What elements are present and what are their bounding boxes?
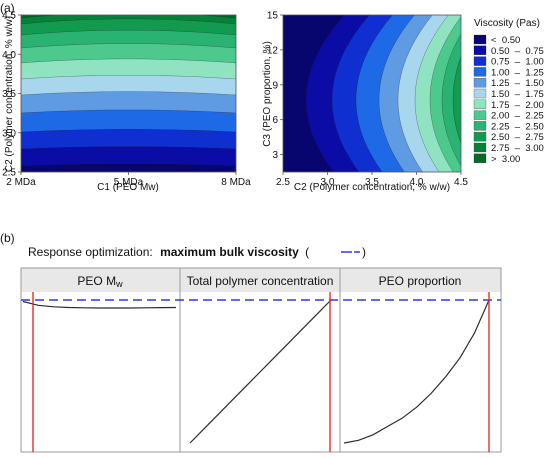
contour-plot-2: 3 6 9 12 15 2.5 3.0 3.5 4.0 4.5 C2 (Polymer conc…: [262, 11, 468, 194]
panel-b-label: (b): [0, 231, 15, 245]
contour-2-x-tick-label: 3.5: [365, 177, 379, 188]
legend-label: 0.50 – 0.75: [491, 46, 544, 57]
legend-swatch: [473, 153, 487, 163]
contour-2-level-9: [452, 55, 461, 145]
response-curve: [343, 299, 490, 444]
panel-title-peo-proportion: PEO proportion: [379, 274, 462, 288]
panel-title-peo-mw-main: PEO M: [77, 274, 116, 288]
contour-1-y-axis-label: C2 (Polymer concentration, % w/w): [4, 16, 15, 172]
legend-swatch: [473, 142, 487, 153]
panel-title-peo-mw: PEO Mw: [77, 274, 123, 289]
contour-1-y-tick-label: 3.0: [2, 128, 16, 139]
contour-plot-1: 2.5 3.0 3.5 4.0 4.5 2 MDa 5 MDa 8 MDa C1 (PEO …: [2, 11, 251, 194]
contour-2-level-8: [441, 33, 461, 167]
contour-2-x-axis-label: C2 (Polymer concentration, % w/w): [294, 182, 450, 193]
contour-1-x-axis-label: C1 (PEO Mw): [97, 182, 159, 193]
contour-2-y-tick-label: 3: [272, 150, 278, 161]
legend-label: 1.50 – 1.75: [491, 89, 544, 100]
panel-title-total-polymer-concentration: Total polymer concentration: [187, 274, 334, 288]
contour-2-x-tick-label: 2.5: [276, 177, 290, 188]
contour-2-y-tick-label: 12: [267, 45, 279, 56]
legend-label: 2.25 – 2.50: [491, 121, 544, 132]
panel-a-label: (a): [0, 1, 15, 15]
contour-2-x-tick-label: 4.5: [454, 177, 468, 188]
legend-label: 1.75 – 2.00: [491, 100, 544, 111]
legend-swatch: [473, 45, 487, 55]
contour-1-x-tick-label: 8 MDa: [221, 177, 251, 188]
optimization-title: Response optimization: maximum bulk visc…: [28, 245, 309, 259]
panel-title-peo-mw-subscript: w: [115, 279, 123, 289]
optimization-plot: PEO Mw Total polymer concentration PEO p…: [20, 267, 502, 453]
legend-swatch: [473, 99, 487, 109]
contour-1-y-tick-label: 3.5: [2, 89, 16, 100]
contour-1-y-tick-label: 4.5: [2, 11, 16, 22]
contour-1-y-tick-label: 2.5: [2, 168, 16, 179]
legend-label: 0.75 – 1.00: [491, 57, 544, 68]
legend-swatch: [473, 34, 487, 45]
legend-swatch: [473, 110, 487, 120]
optimization-title-prefix: Response optimization:: [28, 245, 153, 259]
legend-label: 1.00 – 1.25: [491, 67, 544, 78]
contour-1-x-tick-label: 5 MDa: [114, 177, 144, 188]
contour-2-x-tick-label: 3.0: [321, 177, 335, 188]
optimization-title-paren-close: ): [362, 245, 366, 259]
contour-1-x-tick-label: 2 MDa: [6, 177, 36, 188]
contour-2-y-axis-label: C3 (PEO proportion, %): [262, 41, 273, 147]
legend-label: 1.25 – 1.50: [491, 78, 544, 89]
contour-1-y-tick-label: 4.0: [2, 50, 16, 61]
response-curve: [22, 300, 177, 309]
legend-title: Viscosity (Pas): [474, 18, 540, 29]
legend-swatch: [473, 121, 487, 131]
legend-swatch: [473, 88, 487, 99]
legend-label: < 0.50: [491, 35, 520, 46]
legend-label: 2.50 – 2.75: [491, 132, 544, 143]
legend-label: 2.00 – 2.25: [491, 111, 544, 122]
optimization-title-paren-open: (: [305, 245, 309, 259]
legend-label: 2.75 – 3.00: [491, 143, 544, 154]
contour-1-level-10: [21, 15, 236, 25]
legend-swatch: [473, 132, 487, 142]
contour-2-y-tick-label: 15: [267, 11, 279, 22]
contour-2-x-tick-label: 4.0: [410, 177, 424, 188]
contour-2-y-tick-label: 9: [272, 80, 278, 91]
viscosity-legend: Viscosity (Pas) < 0.500.50 – 0.750.75 – …: [473, 18, 544, 165]
legend-swatch: [473, 56, 487, 66]
legend-swatch: [473, 67, 487, 77]
response-curve: [189, 299, 332, 444]
legend-swatch: [473, 78, 487, 88]
legend-label: > 3.00: [491, 154, 520, 165]
optimization-title-bold: maximum bulk viscosity: [160, 245, 299, 259]
contour-2-y-tick-label: 6: [272, 115, 278, 126]
